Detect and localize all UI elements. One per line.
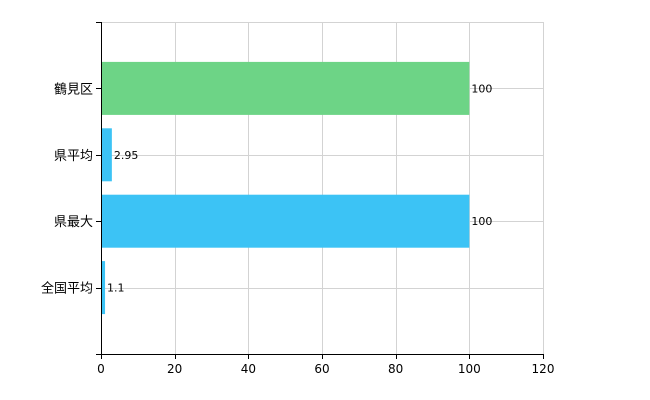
bar (102, 261, 106, 315)
x-tick-label: 100 (458, 362, 481, 376)
bar (102, 128, 112, 182)
category-label: 県平均 (54, 149, 93, 164)
x-tick-label: 60 (314, 362, 329, 376)
data-label: 2.95 (114, 149, 139, 162)
x-tick-label: 80 (388, 362, 403, 376)
data-label: 100 (471, 82, 492, 95)
category-label: 全国平均 (41, 281, 93, 297)
data-label: 100 (471, 215, 492, 228)
bar (102, 194, 470, 248)
x-tick-label: 20 (167, 362, 182, 376)
data-label: 1.1 (107, 282, 125, 295)
category-label: 鶴見区 (54, 81, 93, 97)
bars (102, 61, 470, 315)
labels: 100 鶴見区 2.95 県平均 100 県最大 1.1 全国平均 0 20 40 60 80 100 12… (41, 81, 554, 376)
x-tick-label: 120 (532, 362, 555, 376)
axes (96, 22, 544, 359)
x-tick-label: 40 (241, 362, 256, 376)
x-tick-label: 0 (97, 362, 105, 376)
category-label: 県最大 (54, 215, 93, 230)
bar (102, 61, 470, 115)
